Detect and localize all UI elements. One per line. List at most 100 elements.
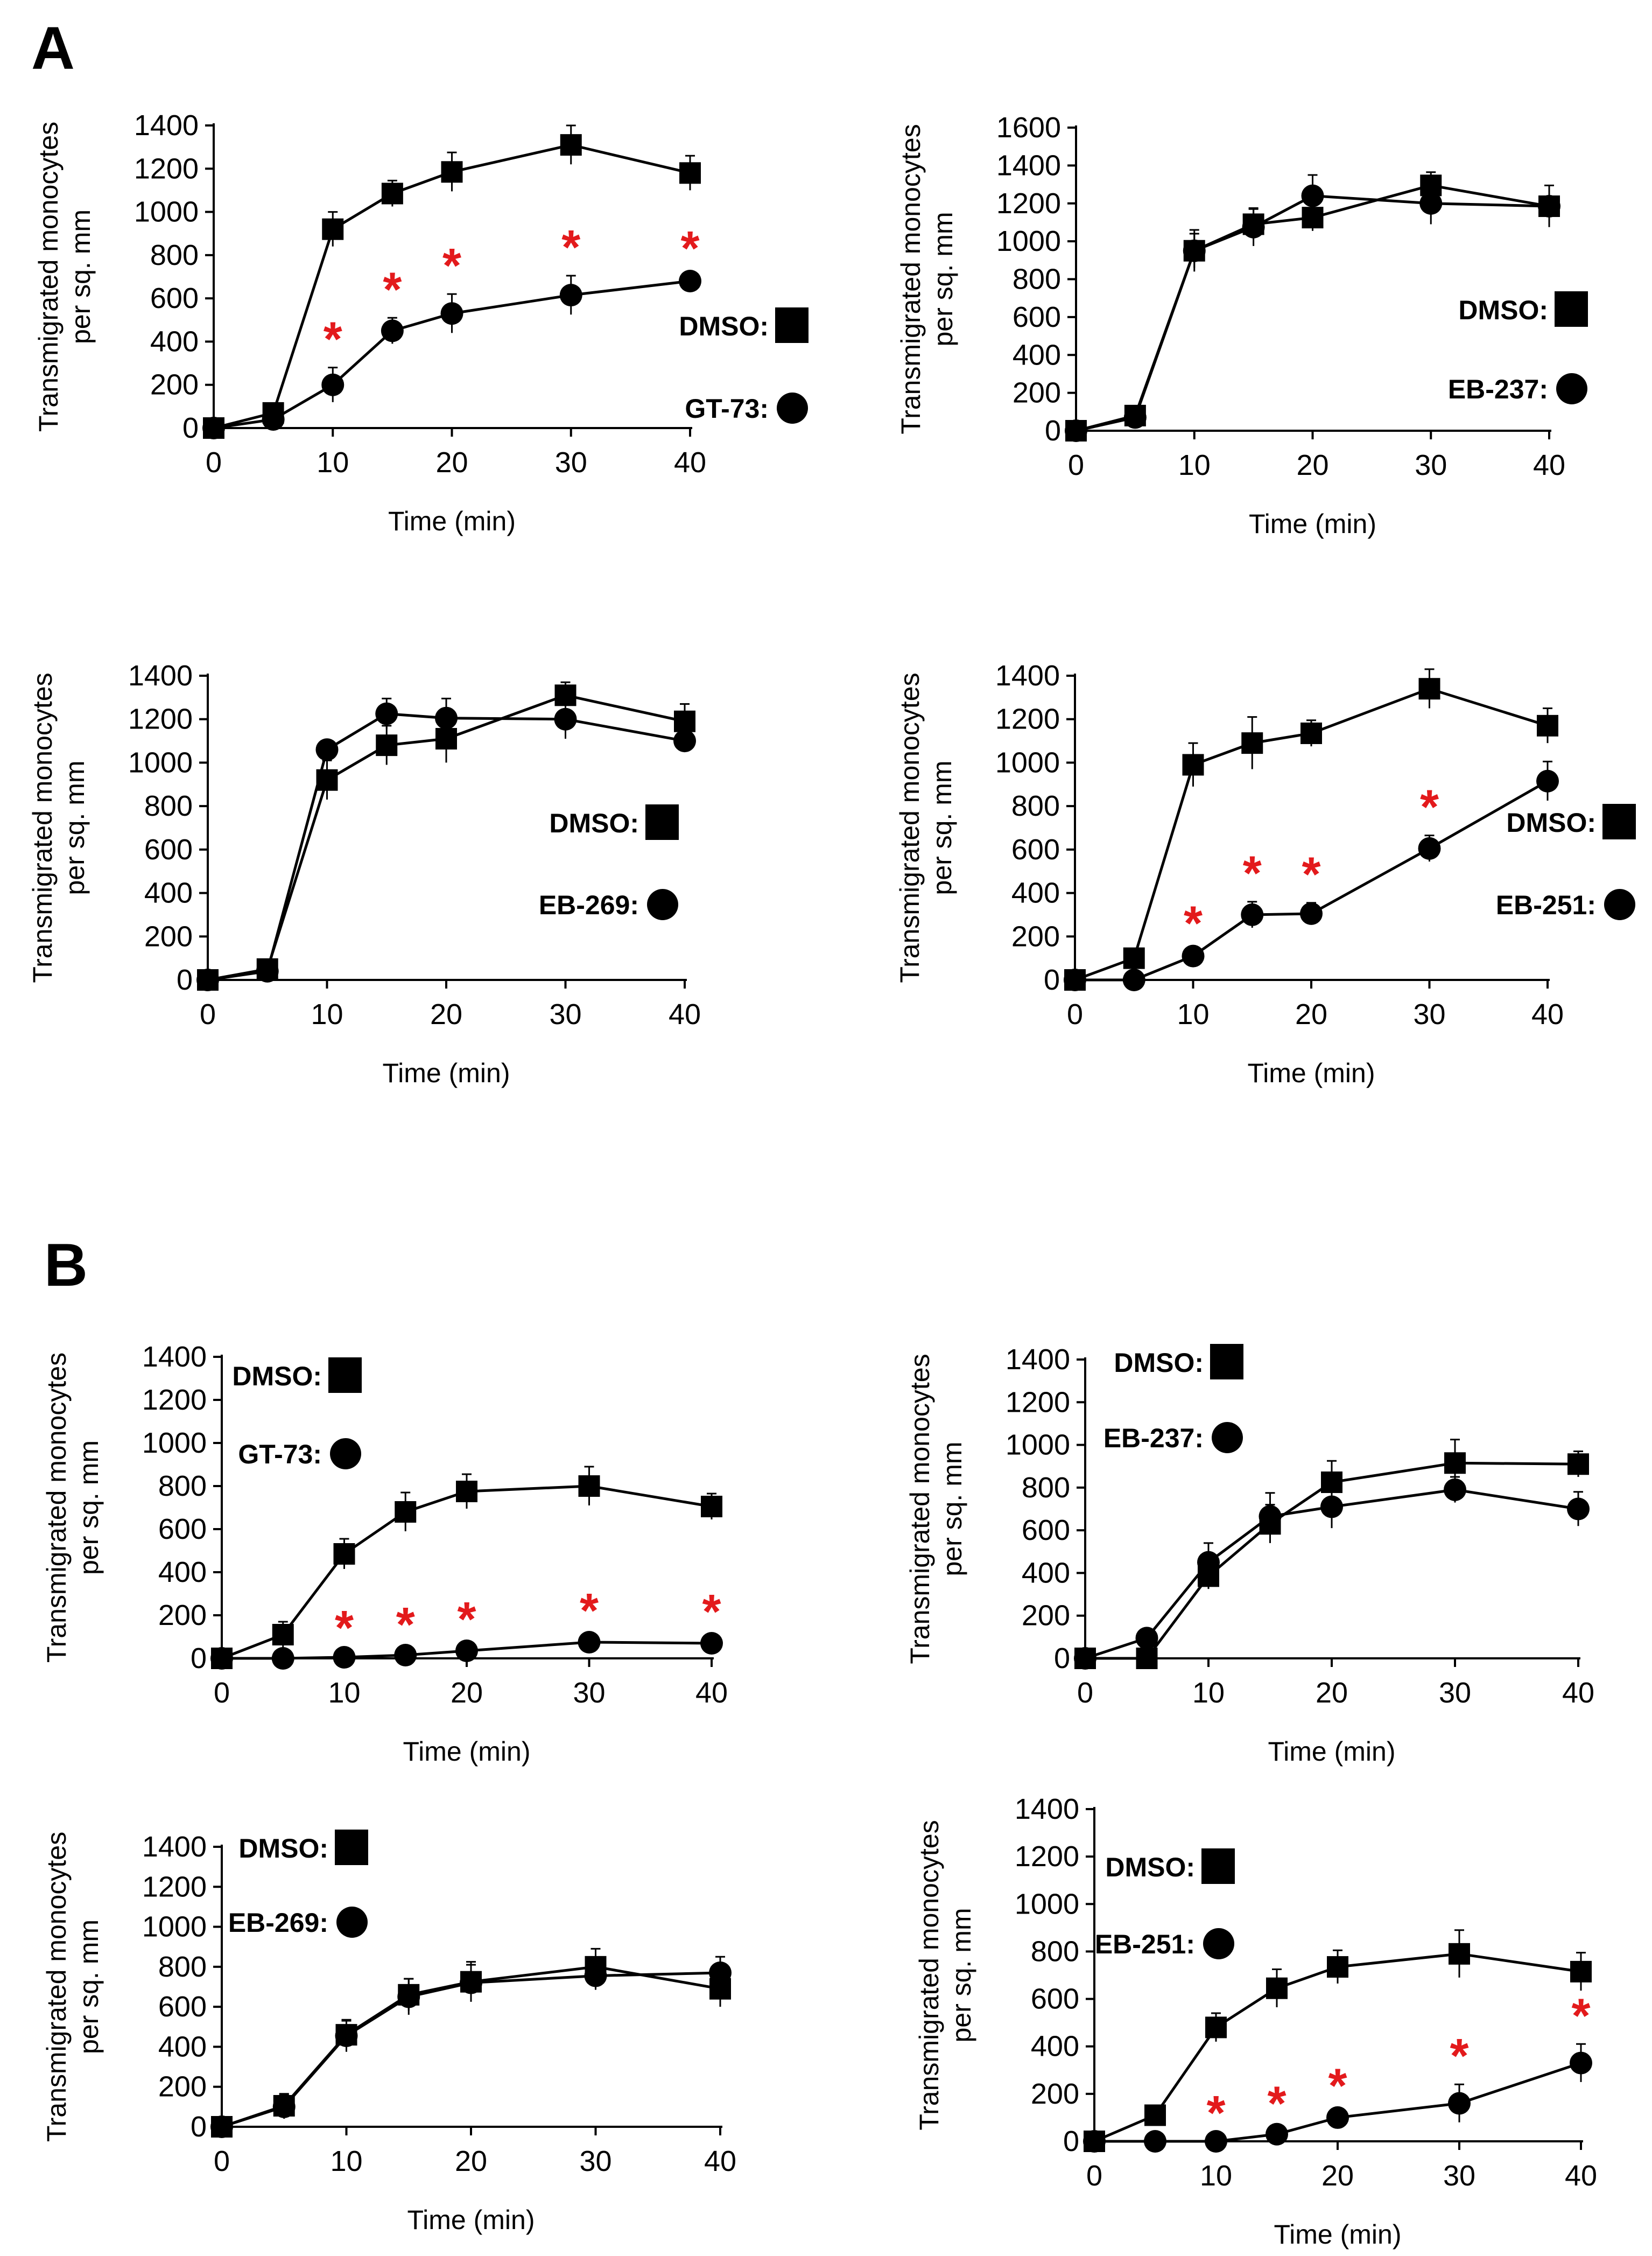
y-tick-label: 800 — [150, 239, 199, 271]
y-axis-label-line1: Transmigrated monocytes — [905, 1354, 935, 1664]
x-tick-label: 40 — [669, 998, 701, 1031]
data-point-circle — [272, 2095, 296, 2118]
y-tick-label: 400 — [1013, 339, 1061, 371]
y-tick-label: 600 — [1031, 1983, 1079, 2015]
data-point-circle — [1419, 192, 1443, 215]
x-tick-label: 30 — [1443, 2160, 1475, 2192]
y-tick-label: 600 — [1011, 833, 1060, 866]
data-point-circle — [1444, 1478, 1466, 1501]
legend-label-treatment: EB-251: — [1496, 890, 1596, 920]
data-point-circle — [397, 1985, 420, 2008]
data-point-circle — [673, 730, 696, 753]
y-tick-label: 1400 — [995, 660, 1060, 692]
x-tick-label: 10 — [317, 446, 349, 479]
x-axis-label: Time (min) — [1249, 509, 1376, 539]
data-point-circle — [381, 319, 404, 342]
data-point-circle — [1183, 239, 1206, 262]
y-axis-label-line2: per sq. mm — [946, 1908, 976, 2042]
y-tick-label: 400 — [150, 325, 199, 358]
x-tick-label: 30 — [573, 1677, 605, 1709]
data-point-square — [701, 1496, 722, 1517]
y-axis-label-line1: Transmigrated monocytes — [41, 1832, 72, 2142]
legend-square-icon — [775, 307, 809, 343]
y-tick-label: 800 — [1031, 1935, 1079, 1967]
x-tick-label: 0 — [1077, 1677, 1093, 1709]
x-tick-label: 20 — [1295, 998, 1327, 1031]
data-point-circle — [1418, 837, 1441, 860]
significance-asterisk: * — [324, 313, 342, 367]
chart-a2: 0 200 400 600 800 1000 1200 1400 1600 0 10 20 30 40 Ti… — [896, 111, 1588, 539]
x-axis-label: Time (min) — [1274, 2219, 1401, 2250]
y-tick-label: 0 — [177, 964, 193, 996]
data-point-circle — [1259, 1505, 1282, 1528]
data-point-square — [1570, 1960, 1592, 1982]
series-dmso — [211, 1466, 722, 1669]
data-point-circle — [1182, 944, 1205, 968]
y-tick-label: 800 — [158, 1951, 207, 1983]
x-tick-label: 10 — [330, 2145, 362, 2177]
legend-label-dmso: DMSO: — [1105, 1852, 1195, 1882]
x-axis-label: Time (min) — [407, 2205, 535, 2235]
data-point-square — [1444, 1452, 1466, 1474]
legend-label-dmso: DMSO: — [1506, 808, 1596, 838]
y-tick-label: 1200 — [995, 703, 1060, 735]
y-tick-label: 400 — [1011, 877, 1060, 909]
data-point-circle — [394, 1644, 417, 1666]
y-tick-label: 0 — [191, 1642, 207, 1675]
y-tick-label: 200 — [1031, 2078, 1079, 2110]
series-treatment — [1064, 760, 1559, 991]
data-point-circle — [1320, 1495, 1343, 1518]
legend-circle-icon — [336, 1907, 368, 1938]
x-axis-label: Time (min) — [1268, 1736, 1395, 1767]
legend-label-treatment: EB-237: — [1103, 1423, 1204, 1453]
data-point-square — [1241, 732, 1263, 754]
legend-circle-icon — [1212, 1422, 1243, 1453]
data-point-square — [560, 134, 582, 156]
significance-asterisk: * — [442, 239, 461, 293]
data-point-circle — [1074, 1647, 1096, 1670]
data-point-square — [1266, 1977, 1288, 1999]
y-tick-label: 200 — [150, 369, 199, 401]
significance-asterisk: * — [396, 1598, 415, 1652]
chart-a4: 0 200 400 600 800 1000 1200 1400 0 10 20 30 40 Time (… — [895, 660, 1636, 1088]
data-point-circle — [256, 959, 279, 983]
y-tick-label: 200 — [1022, 1600, 1070, 1632]
data-point-square — [1144, 2104, 1166, 2126]
y-axis-label-line2: per sq. mm — [927, 760, 957, 895]
data-point-circle — [460, 1971, 482, 1994]
series-treatment — [1083, 2043, 1592, 2153]
data-point-square — [441, 161, 463, 183]
panel-letter-b: B — [44, 1231, 88, 1299]
x-tick-label: 10 — [1177, 998, 1209, 1031]
legend-circle-icon — [777, 393, 808, 424]
data-point-circle — [1570, 2051, 1592, 2075]
x-tick-label: 40 — [674, 446, 706, 479]
data-point-square — [1182, 754, 1204, 776]
legend-label-treatment: EB-269: — [539, 890, 639, 920]
y-tick-label: 1400 — [128, 660, 193, 692]
y-tick-label: 1000 — [134, 196, 199, 228]
y-tick-label: 1000 — [995, 746, 1060, 779]
y-tick-label: 1000 — [1015, 1888, 1079, 1920]
y-tick-label: 400 — [158, 1556, 207, 1588]
y-axis-label-line1: Transmigrated monocytes — [914, 1820, 944, 2130]
data-point-square — [1327, 1956, 1348, 1978]
data-point-circle — [1144, 2130, 1166, 2153]
x-tick-label: 30 — [579, 2145, 611, 2177]
x-tick-label: 10 — [1178, 449, 1211, 481]
significance-asterisk: * — [1267, 2077, 1286, 2131]
y-axis-label-line2: per sq. mm — [937, 1441, 967, 1576]
data-point-square — [1123, 947, 1145, 969]
chart-b3: 0 200 400 600 800 1000 1200 1400 0 10 20 30 40 Time (… — [41, 1830, 736, 2235]
y-axis-label-line1: Transmigrated monocytes — [27, 672, 58, 983]
y-tick-label: 600 — [144, 833, 193, 866]
x-tick-label: 30 — [1415, 449, 1447, 481]
data-point-circle — [679, 270, 701, 293]
y-tick-label: 1200 — [1015, 1840, 1079, 1873]
x-tick-label: 10 — [328, 1677, 360, 1709]
data-point-circle — [1241, 903, 1264, 926]
significance-asterisk: * — [335, 1601, 354, 1655]
data-point-square — [674, 710, 695, 732]
y-tick-label: 1000 — [1006, 1429, 1070, 1461]
